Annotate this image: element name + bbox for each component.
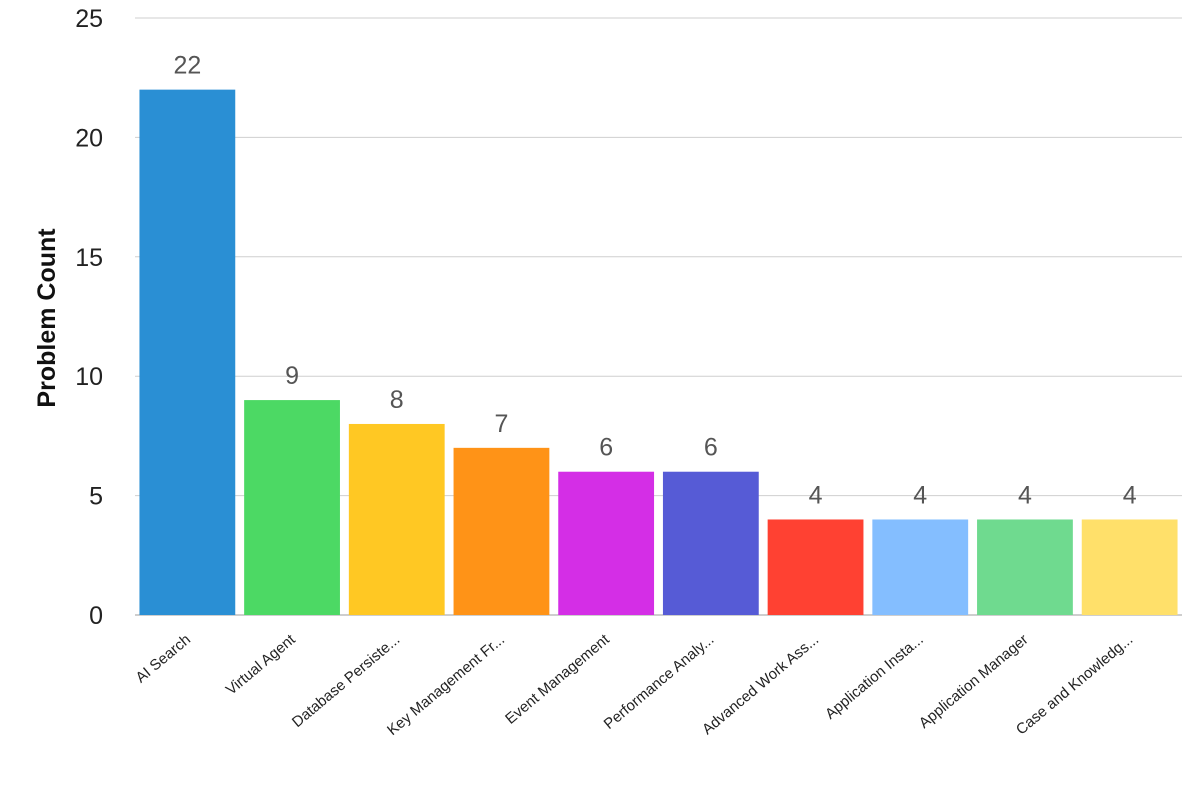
bar-value-label: 7 bbox=[494, 410, 508, 438]
y-axis-ticks: 0 5 10 15 20 25 bbox=[75, 5, 103, 630]
x-tick-label: Key Management Fr... bbox=[384, 631, 508, 739]
bar bbox=[558, 471, 655, 615]
bars bbox=[139, 89, 1178, 615]
x-tick-label: AI Search bbox=[133, 631, 194, 686]
bar bbox=[453, 447, 550, 615]
x-tick-label: Performance Analy... bbox=[601, 631, 718, 733]
y-tick-label: 15 bbox=[75, 244, 103, 272]
bar bbox=[348, 423, 445, 615]
bar bbox=[767, 519, 864, 615]
x-tick-label: Event Management bbox=[502, 631, 613, 728]
bar bbox=[662, 471, 759, 615]
y-tick-label: 5 bbox=[89, 483, 103, 511]
bar-value-label: 4 bbox=[809, 481, 823, 509]
bar bbox=[244, 400, 340, 615]
y-axis-title: Problem Count bbox=[33, 228, 61, 408]
y-tick-label: 10 bbox=[75, 363, 103, 391]
bar-value-label: 8 bbox=[390, 386, 404, 414]
bar bbox=[872, 519, 969, 615]
x-tick-label: Application Manager bbox=[916, 631, 1032, 732]
x-tick-label: Database Persiste... bbox=[289, 631, 403, 731]
y-tick-label: 20 bbox=[75, 124, 103, 152]
bar-value-label: 6 bbox=[599, 434, 613, 462]
y-tick-label: 0 bbox=[89, 602, 103, 630]
bar bbox=[139, 89, 236, 615]
data-labels: 22 9 8 7 6 6 4 4 4 4 bbox=[173, 52, 1136, 510]
bar-value-label: 9 bbox=[285, 362, 299, 390]
bar-value-label: 22 bbox=[173, 52, 201, 80]
bar-value-label: 4 bbox=[913, 481, 927, 509]
x-tick-label: Virtual Agent bbox=[223, 631, 300, 699]
y-tick-label: 25 bbox=[75, 5, 103, 33]
bar-value-label: 4 bbox=[1018, 481, 1032, 509]
x-tick-label: Case and Knowledg... bbox=[1013, 631, 1136, 738]
bar-value-label: 4 bbox=[1123, 481, 1137, 509]
bar bbox=[1081, 519, 1178, 615]
bar-value-label: 6 bbox=[704, 434, 718, 462]
x-tick-label: Application Insta... bbox=[822, 631, 927, 723]
x-tick-label: Advanced Work Ass... bbox=[699, 631, 822, 738]
bar bbox=[977, 519, 1073, 615]
